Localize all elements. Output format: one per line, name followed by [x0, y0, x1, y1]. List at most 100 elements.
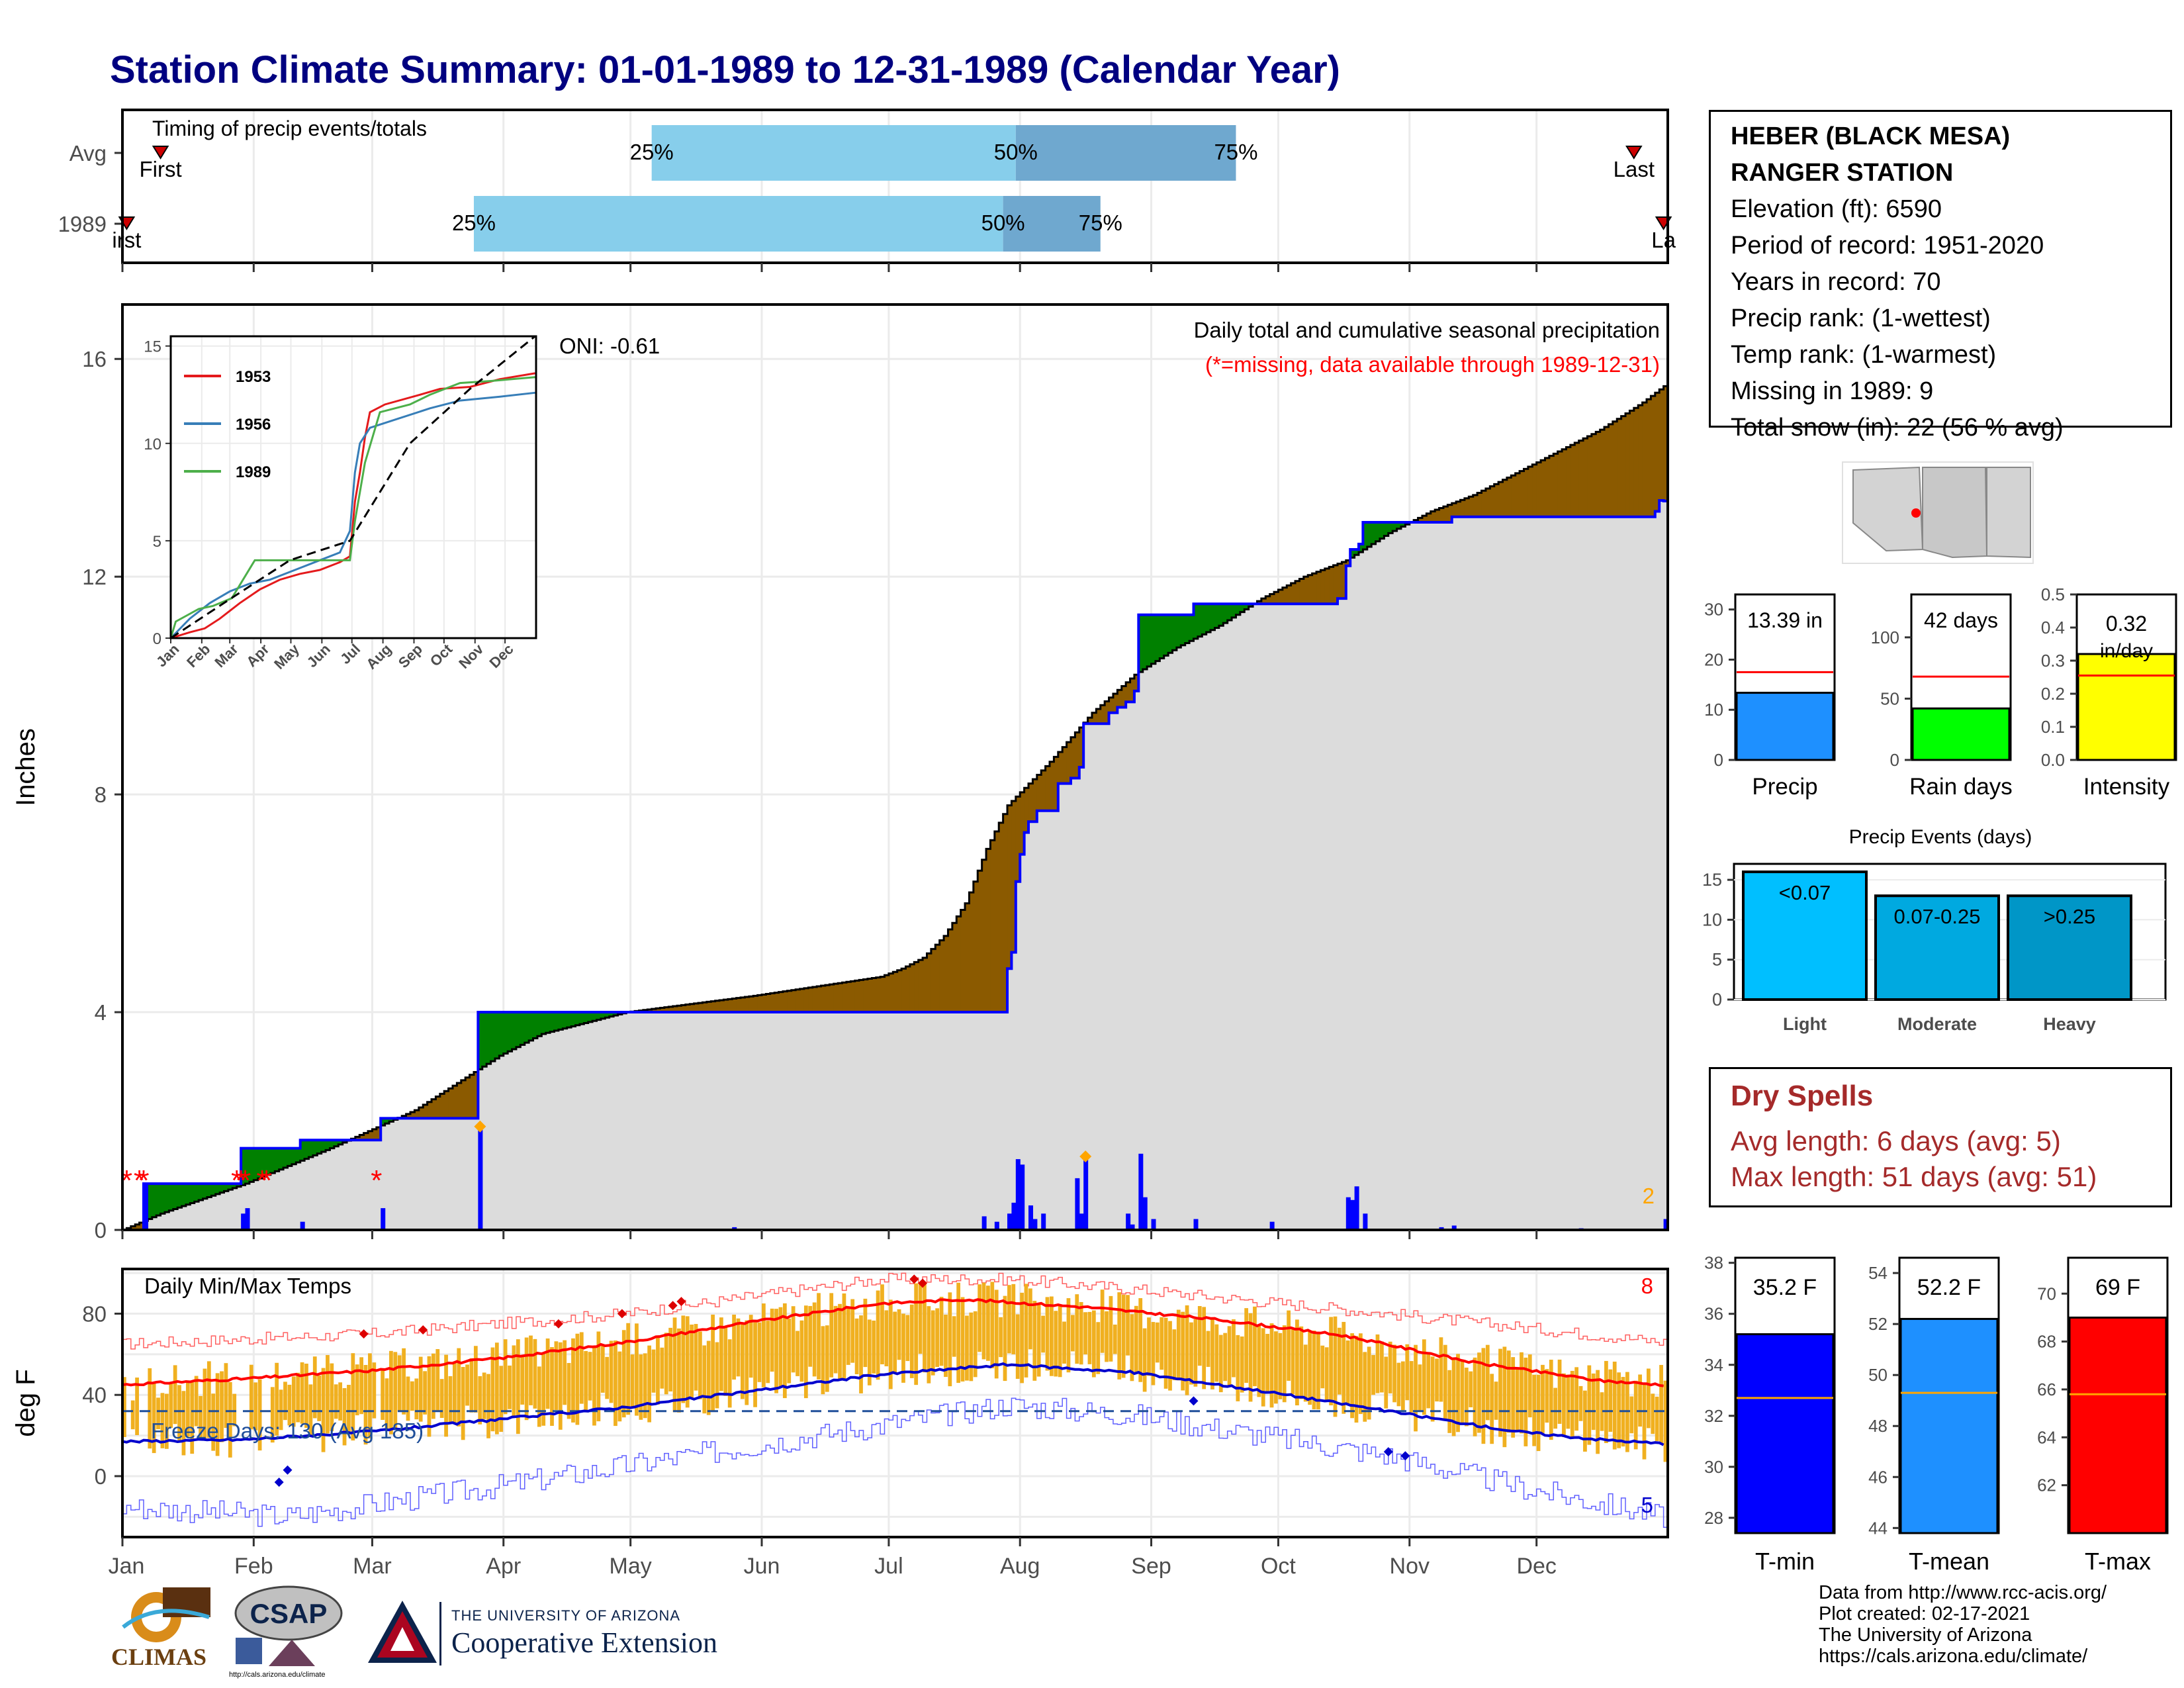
daily-temp-bar — [1062, 1321, 1066, 1364]
precip-deficit-bar — [1570, 445, 1575, 517]
daily-temp-bar — [351, 1353, 355, 1441]
daily-temp-bar — [609, 1340, 614, 1403]
daily-temp-bar — [249, 1364, 253, 1430]
temp-summary-0-bar — [1735, 1333, 1835, 1534]
daily-temp-bar — [956, 1282, 961, 1383]
daily-temp-bar — [1197, 1305, 1202, 1366]
daily-temp-bar — [1418, 1364, 1422, 1411]
precip-deficit-bar — [876, 977, 881, 1013]
precip-deficit-bar — [1464, 498, 1469, 517]
timing-label-25: 25% — [452, 211, 496, 235]
precip-surplus-bar — [1367, 522, 1372, 547]
temp-summary-label: T-max — [2085, 1548, 2151, 1575]
precip-deficit-bar — [812, 986, 817, 1013]
daily-precip-bar — [245, 1208, 250, 1230]
precip-surplus-bar — [1392, 522, 1398, 532]
precip-ytick-label: 8 — [95, 782, 107, 807]
daily-temp-bar — [1155, 1322, 1160, 1363]
precip-deficit-bar — [923, 957, 928, 1013]
precip-deficit-bar — [414, 1110, 420, 1119]
precip-deficit-bar — [888, 973, 893, 1013]
daily-temp-bar — [257, 1379, 262, 1451]
daily-temp-bar — [435, 1349, 440, 1411]
daily-temp-bar — [1481, 1348, 1486, 1444]
precip-deficit-bar — [952, 923, 957, 1013]
record-high-marker — [918, 1278, 928, 1288]
max-precip-marker — [1079, 1150, 1092, 1162]
daily-temp-bar — [469, 1358, 474, 1413]
ua-line-1: THE UNIVERSITY OF ARIZONA — [451, 1607, 681, 1624]
precip-surplus-bar — [499, 1012, 504, 1056]
precip-deficit-bar — [918, 960, 923, 1013]
timing-label-50: 50% — [994, 140, 1038, 164]
temp-summary-label: T-mean — [1909, 1548, 1989, 1575]
record-high-marker — [418, 1325, 428, 1335]
daily-temp-bar — [1375, 1334, 1380, 1393]
precip-deficit-bar — [1451, 503, 1457, 517]
daily-temp-bar — [893, 1311, 897, 1373]
missing-day-marker: * — [121, 1164, 132, 1197]
precip-deficit-bar — [1130, 678, 1135, 702]
daily-temp-bar — [270, 1387, 275, 1443]
temp-ytick-label: 40 — [82, 1383, 107, 1407]
daily-temp-bar — [1100, 1289, 1105, 1353]
precip-deficit-bar — [1291, 583, 1296, 604]
precip-surplus-bar — [600, 1012, 606, 1019]
precip-deficit-bar — [909, 964, 915, 1013]
precip-summary-label: Rain days — [1909, 774, 2013, 800]
precip-deficit-bar — [1070, 737, 1075, 778]
daily-precip-bar — [732, 1227, 737, 1230]
precip-deficit-bar — [1418, 518, 1423, 522]
record-high-marker — [676, 1297, 686, 1307]
precip-deficit-bar — [1655, 393, 1660, 512]
precip-summary-2-ytick-label: 0.1 — [2041, 717, 2065, 737]
daily-temp-bar — [1168, 1321, 1172, 1391]
precip-deficit-bar — [1557, 451, 1563, 517]
daily-temp-bar — [465, 1364, 469, 1406]
missing-day-marker: * — [261, 1164, 272, 1197]
precip-deficit-bar — [444, 1091, 449, 1119]
precip-events-bar — [1742, 870, 1868, 1002]
avg-min-temp-line — [122, 1362, 1664, 1446]
precip-deficit-bar — [1591, 434, 1596, 517]
daily-temp-bar — [973, 1311, 978, 1378]
inset-frame — [169, 335, 537, 639]
precip-deficit-bar — [799, 988, 805, 1013]
daily-temp-bar — [1227, 1326, 1232, 1387]
precip-surplus-bar — [279, 1148, 284, 1170]
precip-deficit-bar — [706, 1002, 711, 1013]
precip-deficit-bar — [698, 1003, 704, 1013]
precip-surplus-bar — [1227, 604, 1232, 620]
precip-deficit-bar — [778, 992, 784, 1013]
precip-deficit-bar — [838, 983, 843, 1013]
precip-deficit-bar — [1041, 770, 1046, 811]
daily-temp-bar — [1032, 1301, 1037, 1381]
precip-surplus-bar — [1379, 522, 1385, 539]
precip-deficit-bar — [999, 822, 1004, 1013]
temp-panel-title: Daily Min/Max Temps — [144, 1274, 351, 1298]
precip-deficit-bar — [965, 903, 970, 1013]
precip-deficit-bar — [1121, 686, 1126, 708]
precip-deficit-bar — [863, 979, 868, 1013]
record-low-marker — [274, 1477, 284, 1487]
daily-temp-bar — [1338, 1327, 1342, 1395]
daily-temp-bar — [1451, 1358, 1456, 1436]
daily-temp-bar — [1502, 1346, 1507, 1448]
daily-temp-bar — [1520, 1352, 1524, 1434]
precip-deficit-bar — [745, 997, 750, 1013]
precip-deficit-bar — [1426, 513, 1432, 522]
daily-temp-bar — [1020, 1292, 1024, 1383]
precip-deficit-bar — [1134, 675, 1139, 691]
daily-temp-bar — [1011, 1284, 1016, 1354]
precip-deficit-bar — [1024, 788, 1029, 833]
precip-events-title: Precip Events (days) — [1849, 826, 2032, 848]
month-xtick-label: May — [610, 1554, 652, 1579]
daily-temp-bar — [1659, 1364, 1663, 1444]
precip-surplus-bar — [1388, 522, 1393, 534]
daily-temp-bar — [1527, 1354, 1532, 1418]
timing-label-25: 25% — [630, 140, 674, 164]
daily-temp-bar — [1181, 1311, 1185, 1391]
daily-temp-bar — [1265, 1334, 1270, 1393]
daily-temp-bar — [1405, 1344, 1410, 1401]
daily-temp-bar — [1050, 1296, 1054, 1376]
